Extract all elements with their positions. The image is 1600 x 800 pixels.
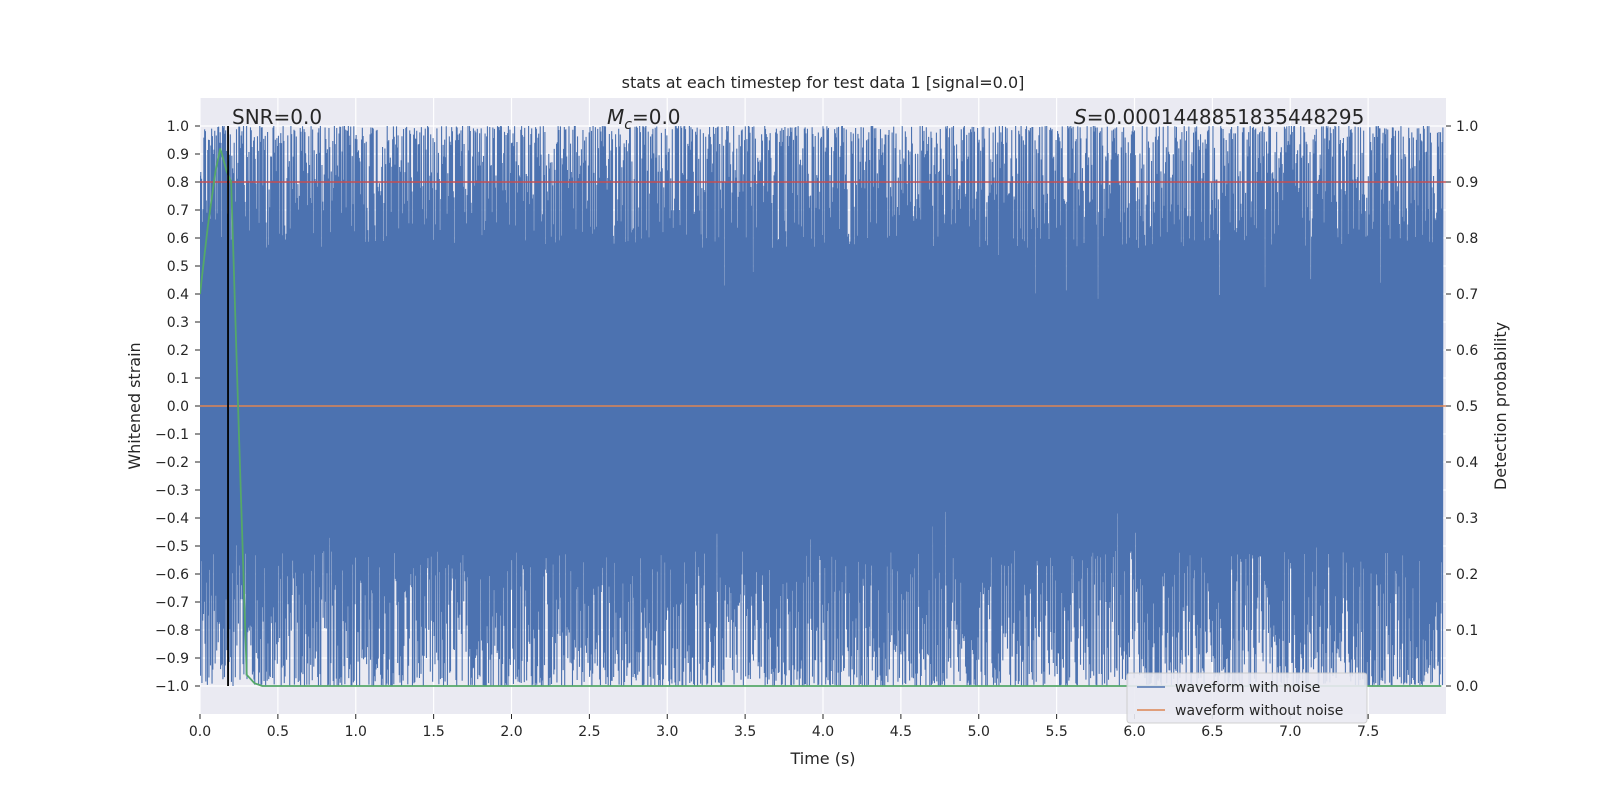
y-left-tick-label-3: 0.7 xyxy=(167,203,189,219)
x-tick-label-6: 3.0 xyxy=(656,724,678,740)
noise-waveform-line xyxy=(200,125,1444,687)
lines xyxy=(200,126,1446,687)
y-left-tick-label-11: −0.1 xyxy=(155,427,189,443)
y-left-tick-label-13: −0.3 xyxy=(155,483,189,499)
s-symbol: S xyxy=(1074,105,1087,129)
snr-annotation: SNR=0.0 xyxy=(232,105,322,129)
x-tick-label-8: 4.0 xyxy=(812,724,834,740)
x-tick-label-12: 6.0 xyxy=(1123,724,1145,740)
x-tick-label-7: 3.5 xyxy=(734,724,756,740)
x-tick-label-2: 1.0 xyxy=(345,724,367,740)
legend-label-noise: waveform with noise xyxy=(1175,680,1320,696)
y-right-tick-label-8: 0.2 xyxy=(1456,567,1478,583)
y-right-tick-label-0: 1.0 xyxy=(1456,119,1478,135)
detection-probability-line xyxy=(200,148,1442,687)
s-annotation: S=0.00014488518354482​95 xyxy=(1074,105,1364,129)
y-left-tick-label-0: 1.0 xyxy=(167,119,189,135)
y-right-tick-label-9: 0.1 xyxy=(1456,623,1478,639)
y-right-tick-label-10: 0.0 xyxy=(1456,679,1478,695)
y-left-tick-label-19: −0.9 xyxy=(155,651,189,667)
y-right-tick-label-4: 0.6 xyxy=(1456,343,1478,359)
y-left-tick-label-5: 0.5 xyxy=(167,259,189,275)
x-tick-label-13: 6.5 xyxy=(1201,724,1223,740)
legend: waveform with noise waveform without noi… xyxy=(1126,672,1368,724)
x-tick-label-9: 4.5 xyxy=(890,724,912,740)
mc-symbol: M xyxy=(607,105,624,129)
y-left-tick-label-4: 0.6 xyxy=(167,231,189,247)
x-tick-label-14: 7.0 xyxy=(1279,724,1301,740)
x-tick-label-0: 0.0 xyxy=(189,724,211,740)
legend-label-clean: waveform without noise xyxy=(1175,703,1343,719)
x-tick-label-3: 1.5 xyxy=(422,724,444,740)
y-left-tick-label-17: −0.7 xyxy=(155,595,189,611)
y-right-tick-label-6: 0.4 xyxy=(1456,455,1478,471)
y-left-tick-label-1: 0.9 xyxy=(167,147,189,163)
x-tick-label-15: 7.5 xyxy=(1357,724,1379,740)
y-left-tick-label-18: −0.8 xyxy=(155,623,189,639)
y-left-tick-label-8: 0.2 xyxy=(167,343,189,359)
y-axis-label-right: Detection probability xyxy=(1491,322,1510,490)
y-left-tick-label-7: 0.3 xyxy=(167,315,189,331)
legend-box xyxy=(1126,672,1368,724)
y-left-tick-label-20: −1.0 xyxy=(155,679,189,695)
y-left-tick-label-2: 0.8 xyxy=(167,175,189,191)
x-tick-label-10: 5.0 xyxy=(968,724,990,740)
y-left-tick-label-15: −0.5 xyxy=(155,539,189,555)
x-tick-label-11: 5.5 xyxy=(1045,724,1067,740)
x-tick-label-5: 2.5 xyxy=(578,724,600,740)
y-right-tick-label-1: 0.9 xyxy=(1456,175,1478,191)
y-left-tick-label-10: 0.0 xyxy=(167,399,189,415)
y-right-tick-label-2: 0.8 xyxy=(1456,231,1478,247)
s-value: =0.00014488518354482​95 xyxy=(1087,105,1365,129)
y-left-tick-label-14: −0.4 xyxy=(155,511,189,527)
x-tick-label-4: 2.0 xyxy=(500,724,522,740)
mc-annotation: Mc=0.0 xyxy=(607,105,681,133)
y-left-tick-label-9: 0.1 xyxy=(167,371,189,387)
mc-subscript: c xyxy=(624,117,632,133)
y-ticks-left: 1.0 0.9 0.8 0.7 0.6 0.5 0.4 0.3 0.2 0.1 0.0 −0.1 −0.… xyxy=(155,119,200,695)
x-tick-label-1: 0.5 xyxy=(267,724,289,740)
x-ticks: 0.0 0.5 1.0 1.5 2.0 2.5 3.0 3.5 4.0 4.5 5.0 5.5 6.0 6… xyxy=(189,714,1379,740)
mc-value: =0.0 xyxy=(632,105,681,129)
y-ticks-right: 1.0 0.9 0.8 0.7 0.6 0.5 0.4 0.3 0.2 0.1 0.0 xyxy=(1446,119,1478,695)
y-left-tick-label-12: −0.2 xyxy=(155,455,189,471)
y-right-tick-label-5: 0.5 xyxy=(1456,399,1478,415)
y-left-tick-label-16: −0.6 xyxy=(155,567,189,583)
y-right-tick-label-3: 0.7 xyxy=(1456,287,1478,303)
chart-title: stats at each timestep for test data 1 [… xyxy=(622,73,1025,92)
y-right-tick-label-7: 0.3 xyxy=(1456,511,1478,527)
y-left-tick-label-6: 0.4 xyxy=(167,287,189,303)
y-axis-label-left: Whitened strain xyxy=(125,342,144,469)
noise-waveform xyxy=(200,125,1444,687)
x-axis-label: Time (s) xyxy=(789,749,855,768)
